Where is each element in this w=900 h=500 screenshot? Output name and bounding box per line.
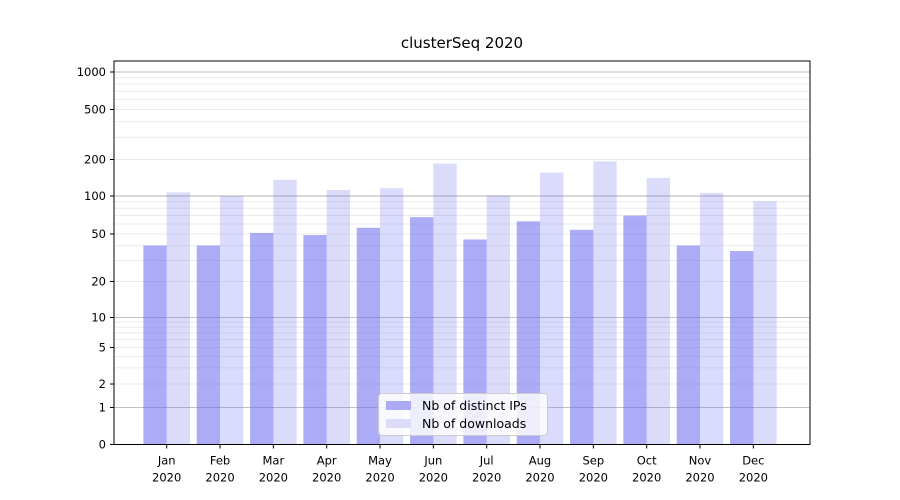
legend-item-downloads: Nb of downloads — [386, 416, 540, 431]
bar-downloads-jun — [433, 163, 457, 445]
x-tick-label: Sep 2020 — [579, 454, 608, 485]
x-tick-label: Apr 2020 — [312, 454, 341, 485]
bar-downloads-dec — [753, 201, 777, 445]
y-tick-label: 0 — [99, 438, 106, 452]
x-tick-label: Aug 2020 — [525, 454, 554, 485]
bar-downloads-sep — [593, 161, 617, 445]
y-tick-label: 200 — [84, 153, 106, 167]
y-tick-label: 10 — [91, 311, 106, 325]
legend: Nb of distinct IPs Nb of downloads — [378, 393, 548, 436]
bar-downloads-aug — [540, 172, 564, 445]
legend-label-downloads: Nb of downloads — [422, 415, 527, 431]
y-tick-label: 2 — [99, 377, 106, 391]
legend-swatch-downloads — [386, 418, 411, 428]
y-tick-label: 1000 — [77, 65, 106, 79]
bar-distinct-ips-jun — [410, 217, 434, 445]
plot-border — [113, 60, 811, 445]
bar-downloads-may — [380, 188, 404, 445]
y-tick-label: 1 — [99, 401, 106, 415]
x-tick-label: Jul 2020 — [472, 454, 501, 485]
bar-distinct-ips-nov — [676, 245, 700, 445]
bar-distinct-ips-feb — [196, 245, 221, 445]
bar-distinct-ips-mar — [250, 232, 274, 445]
bar-downloads-apr — [326, 190, 350, 445]
legend-label-distinct-ips: Nb of distinct IPs — [422, 398, 527, 414]
bar-distinct-ips-jan — [143, 245, 167, 445]
bar-downloads-nov — [700, 192, 724, 445]
legend-swatch-distinct-ips — [386, 401, 411, 411]
bar-distinct-ips-oct — [623, 215, 647, 445]
x-tick-label: Nov 2020 — [685, 454, 714, 485]
x-tick-label: Jun 2020 — [419, 454, 448, 485]
bar-downloads-oct — [646, 177, 670, 445]
y-tick-label: 5 — [99, 341, 106, 355]
bar-downloads-jan — [166, 192, 190, 445]
y-tick-label: 500 — [84, 103, 106, 117]
bar-distinct-ips-dec — [730, 251, 754, 445]
bar-downloads-feb — [220, 196, 244, 445]
bar-distinct-ips-may — [356, 227, 381, 445]
y-tick-label: 20 — [91, 275, 106, 289]
x-tick-label: Jan 2020 — [152, 454, 181, 485]
x-tick-label: Dec 2020 — [739, 454, 768, 485]
legend-item-distinct-ips: Nb of distinct IPs — [386, 398, 540, 413]
x-tick-label: Oct 2020 — [632, 454, 661, 485]
x-tick-label: Feb 2020 — [205, 454, 234, 485]
bar-downloads-mar — [273, 179, 297, 445]
x-tick-label: Mar 2020 — [259, 454, 288, 485]
bar-distinct-ips-aug — [516, 221, 541, 445]
x-tick-label: May 2020 — [365, 454, 394, 485]
y-tick-label: 100 — [84, 189, 106, 203]
bar-distinct-ips-sep — [570, 229, 594, 445]
chart-title: clusterSeq 2020 — [400, 34, 524, 52]
y-tick-label: 50 — [91, 227, 106, 241]
bar-downloads-jul — [486, 195, 510, 445]
bar-distinct-ips-apr — [303, 235, 327, 445]
